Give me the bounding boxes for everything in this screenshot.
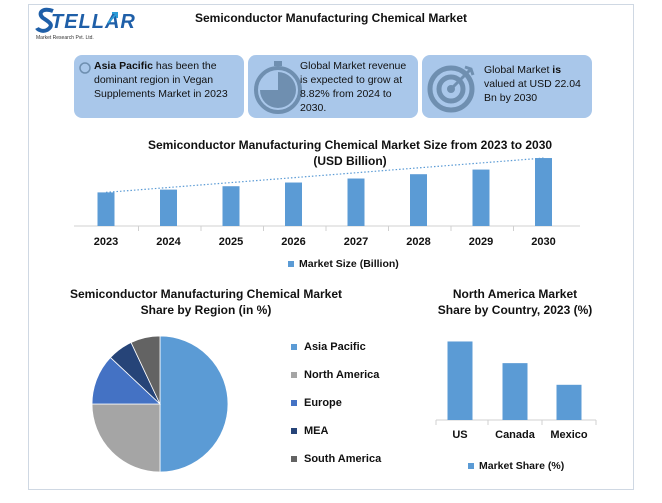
x-tick-label: 2025: [218, 236, 244, 248]
pie-slice-asia-pacific: [159, 335, 229, 473]
x-tick-label: 2028: [406, 236, 431, 248]
logo-arrow-icon: [107, 12, 118, 24]
pie-slice-south-america: [130, 335, 161, 405]
stopwatch-icon: [254, 61, 302, 114]
pie-legend-item: South America: [291, 453, 381, 465]
globe-outline: [79, 62, 91, 74]
x-tick-label: 2024: [156, 236, 181, 248]
legend-swatch: [291, 428, 297, 434]
legend-swatch: [291, 400, 297, 406]
info-card-growth: Global Market revenue is expected to gro…: [248, 55, 418, 118]
pie-chart-title: Semiconductor Manufacturing Chemical Mar…: [58, 286, 354, 318]
brand-tagline: Market Research Pvt. Ltd.: [36, 35, 94, 41]
legend-label: North America: [304, 369, 380, 381]
pie-legend-item: North America: [291, 369, 379, 381]
x-tick-label: Mexico: [550, 429, 588, 441]
bar-2026: [285, 182, 302, 226]
x-tick-label: 2023: [93, 236, 119, 248]
pie-chart-title-line: Semiconductor Manufacturing Chemical Mar…: [69, 287, 343, 301]
x-tick-label: US: [452, 429, 468, 441]
x-tick-label: 2026: [281, 236, 306, 248]
pie-legend-item: MEA: [291, 425, 328, 437]
bar-chart-title: Semiconductor Manufacturing Chemical Mar…: [100, 137, 600, 169]
legend-label: South America: [304, 453, 382, 465]
bar-2029: [472, 169, 490, 226]
card-region-text: Asia Pacific has been the dominant regio…: [94, 60, 228, 100]
legend-swatch: [468, 463, 474, 469]
legend-label: Market Size (Billion): [299, 258, 399, 270]
bar-us: [447, 341, 473, 420]
bar-2025: [222, 186, 240, 226]
legend-swatch: [291, 372, 297, 378]
pie-legend-item: Asia Pacific: [291, 341, 366, 353]
bar-2024: [160, 189, 177, 226]
region-pie-chart: [91, 335, 229, 473]
card-growth-text: Global Market revenue is expected to gro…: [300, 60, 407, 114]
bar-2028: [410, 174, 427, 226]
x-tick-label: 2027: [343, 236, 369, 248]
x-tick-label: 2029: [468, 236, 494, 248]
legend-label: Market Share (%): [479, 460, 565, 472]
bar-2023: [97, 192, 115, 226]
legend-label: MEA: [304, 425, 329, 437]
legend-swatch: [288, 261, 294, 267]
card-value-text: Global Market is valued at USD 22.04 Bn …: [484, 64, 581, 104]
info-card-region: Asia Pacific has been the dominant regio…: [74, 55, 244, 118]
target-icon: [427, 65, 475, 113]
bar-canada: [502, 363, 528, 420]
info-card-value: Global Market is valued at USD 22.04 Bn …: [422, 55, 592, 118]
x-tick-label: Canada: [495, 429, 535, 441]
bar-chart-subtitle: (USD Billion): [313, 154, 387, 168]
legend-swatch: [291, 456, 297, 462]
bar-2027: [347, 178, 365, 226]
bar-chart-title-line: Semiconductor Manufacturing Chemical Mar…: [147, 138, 553, 152]
na-chart-legend: Market Share (%): [468, 460, 564, 472]
page-title: Semiconductor Manufacturing Chemical Mar…: [194, 11, 468, 25]
logo-s-mark: [35, 7, 54, 33]
bar-2030: [535, 158, 552, 226]
globe-icon: [79, 62, 91, 74]
legend-swatch: [291, 344, 297, 350]
bar-mexico: [556, 384, 582, 420]
legend-label: Europe: [304, 397, 342, 409]
na-chart-title-line: North America Market: [452, 287, 578, 301]
pie-slice-north-america: [91, 403, 161, 473]
pie-legend-item: Europe: [291, 397, 342, 409]
x-tick-label: 2030: [531, 236, 556, 248]
brand-logo: TELLAR Market Research Pvt. Ltd.: [34, 5, 135, 45]
na-chart-subtitle: Share by Country, 2023 (%): [437, 303, 593, 317]
na-chart-title: North America Market Share by Country, 2…: [430, 286, 600, 318]
bar-chart-legend: Market Size (Billion): [288, 258, 399, 270]
legend-label: Asia Pacific: [304, 341, 366, 353]
infographic-frame: [28, 4, 634, 490]
pie-chart-subtitle: Share by Region (in %): [140, 303, 272, 317]
